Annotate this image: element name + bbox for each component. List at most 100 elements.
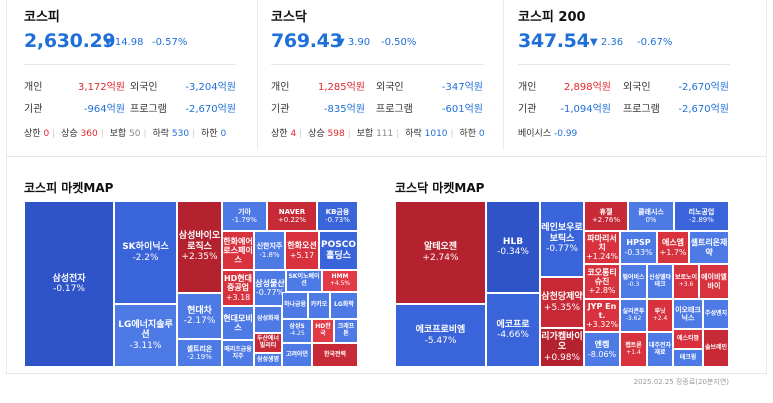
- treemap-tile[interactable]: 레인보우로보틱스 -0.77%: [540, 201, 584, 277]
- tile-stock-name: 한화오션: [287, 241, 317, 251]
- index-price: 347.54: [518, 30, 590, 52]
- tile-stock-name: 에코프로비엠: [415, 325, 466, 336]
- treemap-tile[interactable]: 에코프로비엠 -5.47%: [395, 304, 486, 367]
- treemap-tile[interactable]: 삼성생명: [254, 353, 282, 367]
- tile-stock-name: 레인보우로보틱스: [541, 223, 583, 244]
- treemap-tile[interactable]: 알테오젠 +2.74%: [395, 201, 486, 304]
- index-change-pct: -0.57%: [152, 37, 188, 48]
- kosdaq-panel[interactable]: 코스닥 769.43 ▼ 3.90 -0.50% 개인 1,285억원 외국인 …: [257, 0, 503, 150]
- decline-count: 530: [171, 129, 190, 139]
- tile-stock-name: 신한지주: [256, 242, 283, 251]
- treemap-tile[interactable]: 삼성물산 -0.77%: [254, 270, 286, 306]
- tile-change-pct: -0.77%: [255, 288, 285, 297]
- treemap-tile[interactable]: HD현대중공업 +3.18: [222, 270, 254, 306]
- index-name[interactable]: 코스피: [24, 10, 60, 25]
- tile-stock-name: 클래시스: [638, 207, 664, 216]
- unchanged-label: 보합: [109, 129, 127, 139]
- individual-label: 개인: [24, 82, 43, 93]
- treemap-tile[interactable]: 에코프로 -4.66%: [486, 293, 540, 367]
- treemap-tile[interactable]: 삼성화재: [254, 306, 282, 333]
- treemap-tile[interactable]: 에스티팜: [673, 329, 703, 349]
- treemap-tile[interactable]: 한국전력: [312, 343, 358, 367]
- treemap-tile[interactable]: 두산에너빌리티: [254, 333, 282, 353]
- treemap-tile[interactable]: 신성델타테크: [647, 264, 673, 299]
- treemap-tile[interactable]: 보로노이 +3.6: [673, 264, 699, 299]
- treemap-tile[interactable]: 셀트리온 -2.19%: [177, 339, 222, 367]
- program-label: 프로그램: [130, 104, 167, 115]
- treemap-tile[interactable]: 클래시스 0%: [628, 201, 674, 231]
- treemap-tile[interactable]: 코오롱티슈진 +2.8%: [584, 264, 620, 299]
- treemap-tile[interactable]: 현대모비스: [222, 306, 254, 340]
- tile-stock-name: 크래프톤: [337, 323, 355, 337]
- treemap-tile[interactable]: 대주전자재료: [647, 332, 673, 367]
- treemap-tile[interactable]: KB금융 -0.73%: [317, 201, 358, 231]
- basis-value: -0.99: [554, 129, 578, 139]
- treemap-tile[interactable]: SK이노베이션: [286, 270, 322, 292]
- treemap-tile[interactable]: 리가켐바이오 +0.98%: [540, 328, 584, 367]
- treemap-tile[interactable]: JYP Ent. +3.32%: [584, 299, 620, 332]
- market-breadth: 상한 4 | 상승 598 | 보합 111 | 하락 1010 | 하한 0: [271, 129, 485, 139]
- treemap-tile[interactable]: HLB -0.34%: [486, 201, 540, 293]
- treemap-tile[interactable]: 펄어비스 -0.3: [620, 264, 647, 299]
- unchanged-count: 111: [376, 129, 394, 139]
- treemap-tile[interactable]: 삼성S -4.25: [282, 319, 312, 343]
- treemap-tile[interactable]: 삼천당제약 +5.35%: [540, 277, 584, 328]
- tile-stock-name: 삼성생명: [256, 355, 280, 363]
- treemap-tile[interactable]: 휴젤 +2.76%: [584, 201, 628, 231]
- treemap-tile[interactable]: HD한국: [312, 319, 334, 343]
- index-name[interactable]: 코스피 200: [518, 10, 586, 25]
- treemap-tile[interactable]: 삼성바이오로직스 +2.35%: [177, 201, 222, 293]
- tile-stock-name: 삼성바이오로직스: [178, 231, 221, 252]
- treemap-tile[interactable]: POSCO홀딩스: [319, 231, 358, 270]
- tile-change-pct: +0.22%: [277, 216, 307, 224]
- lower-limit-count: 0: [220, 129, 227, 139]
- treemap-tile[interactable]: 한화에어로스페이스: [222, 231, 254, 270]
- lower-limit-count: 0: [478, 129, 485, 139]
- decline-label: 하락: [152, 129, 170, 139]
- treemap-tile[interactable]: HMM +4.5%: [322, 270, 358, 292]
- treemap-tile[interactable]: 테크윙: [673, 349, 703, 367]
- treemap-tile[interactable]: 펩트론 +1.4: [620, 332, 647, 367]
- treemap-tile[interactable]: HPSP -0.33%: [620, 231, 657, 264]
- treemap-tile[interactable]: LG화학: [330, 292, 358, 319]
- kosdaq-map-title[interactable]: 코스닥 마켓MAP: [395, 181, 485, 195]
- treemap-tile[interactable]: 삼성전자 -0.17%: [24, 201, 114, 367]
- divider: [503, 0, 504, 150]
- treemap-tile[interactable]: LG에너지솔루션 -3.11%: [114, 304, 177, 367]
- kospi200-panel[interactable]: 코스피 200 347.54 ▼ 2.36 -0.67% 개인 2,898억원 …: [503, 0, 766, 150]
- treemap-tile[interactable]: 이오테크닉스: [673, 299, 703, 329]
- treemap-tile[interactable]: 실리콘투 -3.62: [620, 299, 647, 332]
- tile-change-pct: +3.18: [225, 292, 251, 302]
- treemap-tile[interactable]: 카카오: [308, 292, 330, 319]
- foreign-label: 외국인: [623, 82, 651, 93]
- treemap-tile[interactable]: 솔브레인: [703, 329, 729, 367]
- treemap-tile[interactable]: 리노공업 -2.89%: [674, 201, 729, 231]
- index-change: ▼ 14.98: [104, 37, 144, 48]
- tile-stock-name: 삼성전자: [52, 273, 86, 284]
- treemap-tile[interactable]: 기아 -1.79%: [222, 201, 267, 231]
- treemap-tile[interactable]: 셀트리온제약: [689, 231, 729, 264]
- tile-stock-name: 알테오젠: [423, 242, 458, 253]
- treemap-tile[interactable]: 에이비엘바이: [699, 264, 729, 299]
- tile-change-pct: -0.77%: [546, 244, 578, 255]
- treemap-tile[interactable]: 에스엠 +1.7%: [657, 231, 689, 264]
- treemap-tile[interactable]: 현대차 -2.17%: [177, 293, 222, 339]
- treemap-tile[interactable]: 주성엔지: [703, 299, 729, 329]
- kospi-panel[interactable]: 코스피 2,630.29 ▼ 14.98 -0.57% 개인 3,172억원 외…: [0, 0, 257, 150]
- tile-change-pct: +5.17: [289, 250, 315, 260]
- treemap-tile[interactable]: 고려아연: [282, 343, 312, 367]
- treemap-tile[interactable]: 파마리서치 +1.24%: [584, 231, 620, 264]
- basis: 베이시스 -0.99: [518, 126, 577, 139]
- index-name[interactable]: 코스닥: [271, 10, 307, 25]
- treemap-tile[interactable]: 크래프톤: [334, 319, 358, 343]
- treemap-tile[interactable]: SK하이닉스 -2.2%: [114, 201, 177, 304]
- treemap-tile[interactable]: NAVER +0.22%: [267, 201, 317, 231]
- treemap-tile[interactable]: 엔켐 -8.06%: [584, 332, 620, 367]
- kospi-map-title[interactable]: 코스피 마켓MAP: [24, 181, 114, 195]
- treemap-tile[interactable]: 신한지주 -1.8%: [254, 231, 285, 270]
- treemap-tile[interactable]: 하나금융: [282, 292, 308, 319]
- treemap-tile[interactable]: 한화오션 +5.17: [285, 231, 319, 270]
- treemap-tile[interactable]: 메리츠금융지주: [222, 340, 254, 367]
- treemap-tile[interactable]: 루닛 +2.4: [647, 299, 673, 332]
- tile-change-pct: +4.5%: [329, 280, 351, 287]
